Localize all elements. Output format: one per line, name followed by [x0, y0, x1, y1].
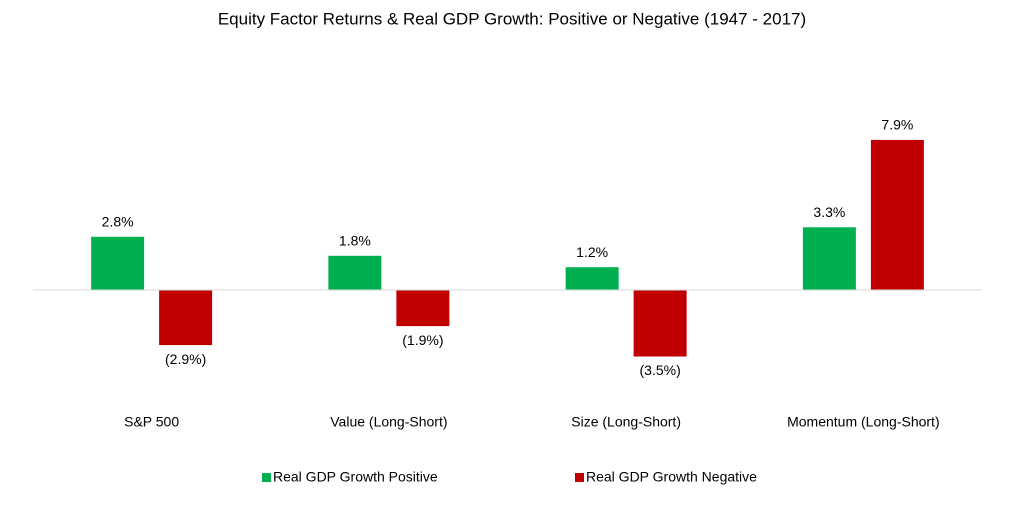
bar [396, 290, 450, 327]
x-tick-label: Value (Long-Short) [330, 414, 447, 430]
bar [328, 255, 382, 290]
data-label: (1.9%) [402, 332, 443, 348]
legend-label: Real GDP Growth Positive [273, 469, 438, 485]
x-tick-label: Momentum (Long-Short) [787, 414, 940, 430]
bar [159, 290, 213, 346]
data-label: (3.5%) [640, 362, 681, 378]
data-label: 7.9% [881, 117, 913, 133]
chart-title: Equity Factor Returns & Real GDP Growth:… [218, 9, 806, 28]
data-label: 1.2% [576, 244, 608, 260]
data-label: 1.8% [339, 233, 371, 249]
bar [870, 139, 924, 290]
x-tick-label: Size (Long-Short) [571, 414, 681, 430]
data-label: (2.9%) [165, 351, 206, 367]
bar [565, 267, 619, 290]
legend-swatch [575, 473, 584, 482]
bar [633, 290, 687, 357]
data-label: 3.3% [813, 204, 845, 220]
data-label: 2.8% [102, 214, 134, 230]
legend-label: Real GDP Growth Negative [586, 469, 757, 485]
bar [91, 236, 145, 290]
bar [802, 227, 856, 290]
x-tick-label: S&P 500 [124, 414, 179, 430]
legend-swatch [262, 473, 271, 482]
